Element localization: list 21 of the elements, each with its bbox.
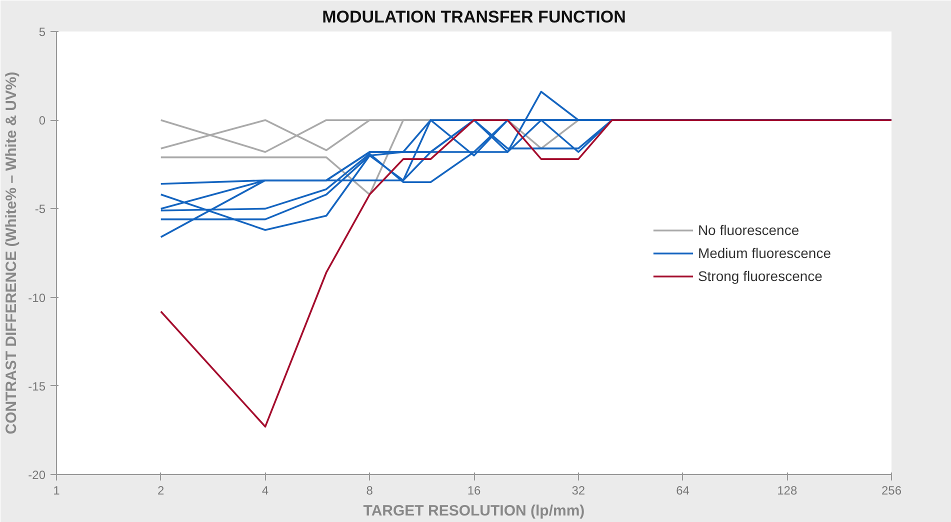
- y-tick-label: -5: [34, 202, 46, 216]
- x-tick-label: 16: [467, 484, 481, 498]
- x-axis-title: TARGET RESOLUTION (lp/mm): [363, 502, 585, 520]
- x-tick-label: 1: [53, 484, 60, 498]
- legend-label: Medium fluorescence: [698, 244, 831, 260]
- y-tick-label: 0: [38, 114, 46, 128]
- y-tick-label: -10: [28, 290, 46, 305]
- x-tick-label: 8: [366, 484, 374, 498]
- y-tick-label: 5: [38, 25, 46, 39]
- x-tick-label: 256: [881, 484, 902, 498]
- x-tick-label: 32: [572, 484, 586, 498]
- x-tick-label: 64: [676, 484, 690, 498]
- x-tick-label: 128: [777, 484, 798, 498]
- chart-title: MODULATION TRANSFER FUNCTION: [322, 8, 626, 26]
- x-tick-label: 4: [262, 484, 269, 498]
- y-tick-label: -20: [28, 468, 46, 482]
- legend-label: No fluorescence: [698, 222, 800, 238]
- legend-label: Strong fluorescence: [698, 268, 822, 284]
- x-tick-label: 2: [158, 484, 165, 498]
- y-tick-label: -15: [28, 379, 46, 394]
- y-axis-title: CONTRAST DIFFERENCE (White% – White & UV%): [3, 72, 20, 434]
